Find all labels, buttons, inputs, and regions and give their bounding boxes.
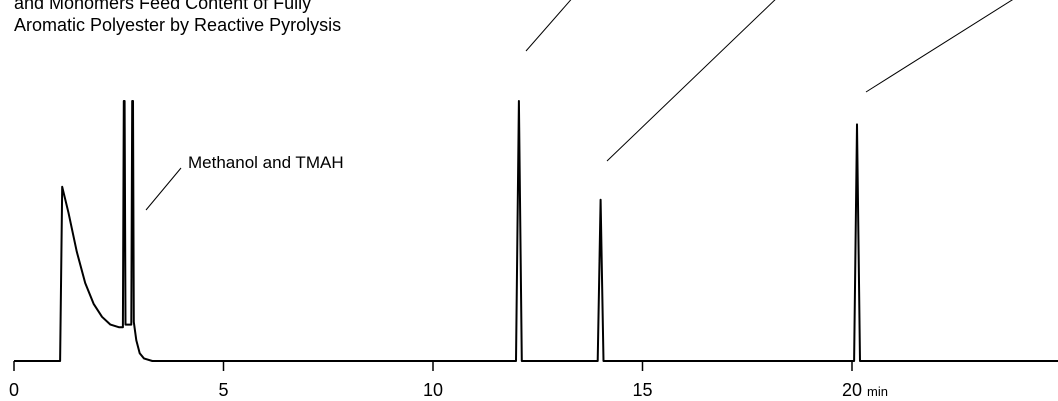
chromatogram-trace-0 — [14, 100, 1058, 362]
x-tick-label-20: 20 — [842, 380, 862, 400]
trace-layer — [14, 100, 1058, 362]
annotation-layer: Methanol and TMAH — [145, 0, 1014, 211]
annotation-leader-0 — [145, 167, 182, 211]
x-tick-label-5: 5 — [218, 380, 228, 400]
x-tick-label-15: 15 — [632, 380, 652, 400]
annotation-methanol-tmah: Methanol and TMAH — [188, 153, 344, 172]
x-tick-label-0: 0 — [9, 380, 19, 400]
chart-title-line-1: and Monomers Feed Content of Fully — [14, 0, 312, 13]
annotation-leader-1 — [525, 0, 572, 52]
chart-title-line-2: Aromatic Polyester by Reactive Pyrolysis — [14, 15, 342, 35]
x-tick-label-10: 10 — [423, 380, 443, 400]
x-axis: 0 5 10 15 20 min — [9, 361, 888, 400]
annotation-leader-2 — [606, 0, 776, 162]
annotation-leader-3 — [865, 0, 1014, 93]
chart-title: and Monomers Feed Content of Fully Aroma… — [14, 0, 341, 36]
x-unit-label: min — [867, 384, 888, 399]
